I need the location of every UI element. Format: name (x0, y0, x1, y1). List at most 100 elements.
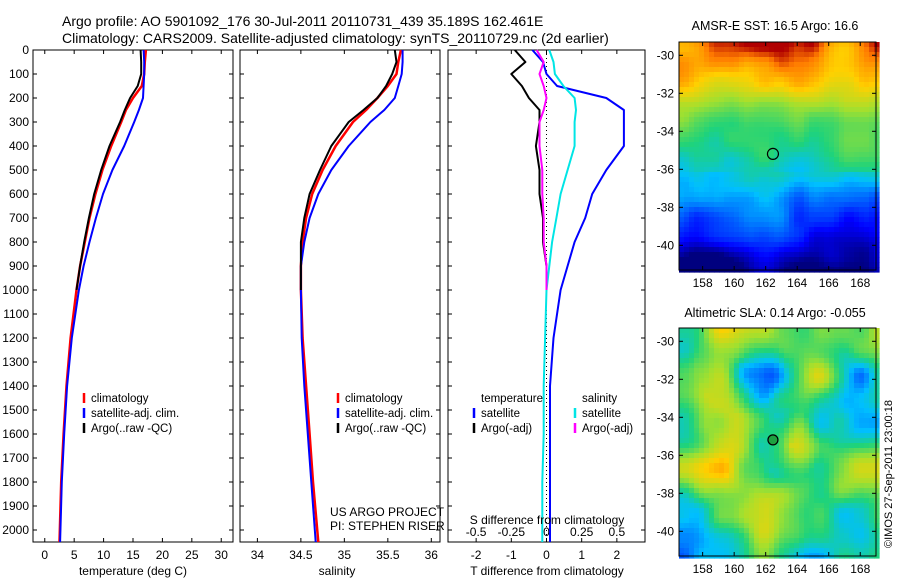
map-cell (739, 338, 745, 344)
map-cell (849, 353, 855, 359)
map-cell (714, 237, 720, 243)
map-cell (799, 518, 805, 524)
map-cell (774, 52, 780, 58)
map-cell (719, 232, 725, 238)
map-cell (749, 383, 755, 389)
map-cell (754, 127, 760, 133)
map-cell (789, 373, 795, 379)
map-cell (804, 348, 810, 354)
map-cell (794, 112, 800, 118)
map-cell (714, 408, 720, 414)
map-cell (829, 373, 835, 379)
map-cell (774, 182, 780, 188)
map-cell (744, 488, 750, 494)
map-cell (854, 237, 860, 243)
map-cell (739, 358, 745, 364)
map-cell (719, 87, 725, 93)
map-cell (714, 513, 720, 519)
map-cell (794, 197, 800, 203)
map-cell (699, 418, 705, 424)
map-cell (774, 478, 780, 484)
map-cell (819, 483, 825, 489)
map-cell (689, 102, 695, 108)
map-cell (734, 257, 740, 263)
map-cell (764, 353, 770, 359)
map-cell (814, 52, 820, 58)
map-cell (829, 257, 835, 263)
map-cell (789, 57, 795, 63)
map-cell (824, 122, 830, 128)
map-cell (689, 92, 695, 98)
map-cell (869, 157, 875, 163)
map-cell (819, 458, 825, 464)
map-cell (819, 488, 825, 494)
map-cell (694, 67, 700, 73)
map-cell (679, 42, 685, 48)
map-cell (774, 498, 780, 504)
map-cell (834, 92, 840, 98)
map-cell (834, 192, 840, 198)
map-cell (714, 122, 720, 128)
map-cell (834, 508, 840, 514)
map-cell (844, 162, 850, 168)
map-cell (834, 137, 840, 143)
map-cell (694, 192, 700, 198)
map-cell (689, 373, 695, 379)
map-cell (779, 488, 785, 494)
map-cell (834, 448, 840, 454)
map-cell (689, 202, 695, 208)
map-cell (704, 408, 710, 414)
map-cell (679, 232, 685, 238)
map-cell (729, 468, 735, 474)
map-cell (704, 438, 710, 444)
map-cell (849, 388, 855, 394)
map-cell (809, 543, 815, 549)
map-cell (844, 137, 850, 143)
map-cell (759, 428, 765, 434)
map-cell (839, 448, 845, 454)
map-cell (819, 202, 825, 208)
map-cell (854, 368, 860, 374)
map-cell (839, 242, 845, 248)
map-cell (829, 42, 835, 48)
map-cell (794, 77, 800, 83)
map-cell (679, 227, 685, 233)
map-cell (714, 82, 720, 88)
map-cell (754, 112, 760, 118)
map-cell (689, 498, 695, 504)
map-cell (754, 172, 760, 178)
map-cell (759, 52, 765, 58)
map-cell (704, 127, 710, 133)
map-cell (874, 548, 880, 554)
map-cell (779, 247, 785, 253)
map-cell (844, 448, 850, 454)
map-cell (874, 458, 880, 464)
map-cell (844, 363, 850, 369)
map-cell (874, 503, 880, 509)
map-cell (774, 503, 780, 509)
map-cell (679, 383, 685, 389)
map-cell (804, 438, 810, 444)
map-cell (734, 132, 740, 138)
map-cell (719, 518, 725, 524)
map-cell (834, 368, 840, 374)
map-cell (729, 212, 735, 218)
map-cell (784, 117, 790, 123)
map-cell (849, 42, 855, 48)
map-cell (804, 398, 810, 404)
map-cell (694, 132, 700, 138)
map-cell (684, 97, 690, 103)
map-cell (699, 388, 705, 394)
map-cell (834, 398, 840, 404)
map-cell (734, 262, 740, 268)
map-cell (819, 147, 825, 153)
map-cell (799, 528, 805, 534)
map-cell (814, 363, 820, 369)
map-cell (689, 137, 695, 143)
map-cell (859, 538, 865, 544)
map-cell (729, 478, 735, 484)
difference-xtick-label: 1 (578, 548, 585, 562)
map-cell (839, 52, 845, 58)
map-cell (854, 363, 860, 369)
map-cell (679, 182, 685, 188)
